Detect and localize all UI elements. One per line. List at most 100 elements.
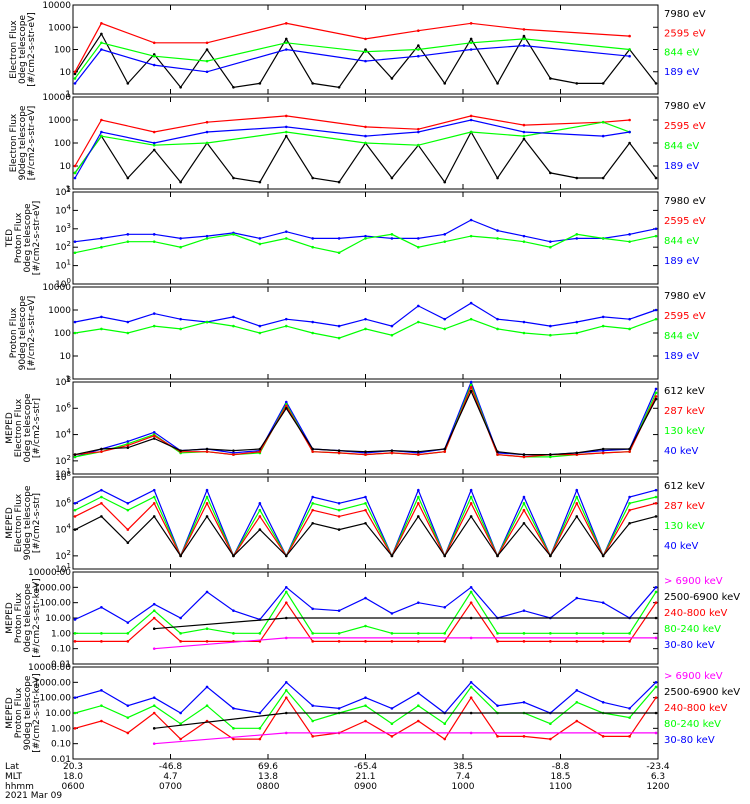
data-point bbox=[100, 495, 103, 499]
legend-entry: 189 eV bbox=[664, 67, 699, 78]
data-point bbox=[654, 711, 658, 715]
y-tick-label: 10 bbox=[60, 352, 72, 362]
data-point bbox=[417, 320, 420, 324]
data-point bbox=[258, 82, 262, 85]
data-point bbox=[73, 508, 77, 512]
data-point bbox=[311, 522, 314, 525]
data-point bbox=[284, 731, 288, 735]
x-tick-label-hhmm: 1000 bbox=[452, 782, 475, 792]
data-point bbox=[126, 440, 130, 443]
legend-entry: 189 eV bbox=[664, 351, 699, 362]
data-point bbox=[100, 447, 103, 451]
data-point bbox=[575, 596, 579, 600]
x-tick-label-hhmm: 0700 bbox=[159, 782, 182, 792]
y-tick-label: 10000 bbox=[42, 93, 71, 103]
data-point bbox=[575, 237, 579, 240]
data-point bbox=[654, 227, 658, 231]
data-point bbox=[522, 455, 526, 459]
legend-entry: 189 eV bbox=[664, 161, 699, 172]
data-point bbox=[152, 233, 156, 236]
data-point bbox=[575, 689, 579, 692]
y-axis-label: Proton Flux bbox=[9, 307, 19, 358]
data-point bbox=[337, 336, 341, 340]
data-point bbox=[575, 451, 579, 455]
data-point bbox=[469, 37, 473, 41]
data-point bbox=[522, 37, 526, 41]
data-point bbox=[152, 711, 156, 715]
data-point bbox=[654, 696, 658, 699]
y-tick-label: 102 bbox=[55, 454, 71, 467]
data-point bbox=[152, 627, 156, 631]
data-point bbox=[364, 37, 367, 41]
legend-entry: 240-800 keV bbox=[664, 608, 728, 619]
data-point bbox=[73, 176, 77, 180]
data-point bbox=[390, 632, 394, 635]
legend-entry: 2500-6900 keV bbox=[664, 592, 740, 603]
data-point bbox=[469, 488, 473, 492]
y-axis-label: MEPED bbox=[5, 412, 15, 444]
series-line-black bbox=[154, 712, 656, 729]
data-point bbox=[100, 450, 103, 453]
data-point bbox=[601, 120, 605, 124]
data-point bbox=[628, 317, 631, 321]
data-point bbox=[390, 640, 394, 643]
data-point bbox=[152, 41, 156, 45]
data-point bbox=[469, 383, 473, 387]
legend-entry: 287 keV bbox=[664, 406, 705, 417]
data-point bbox=[258, 528, 262, 531]
data-point bbox=[417, 245, 420, 249]
legend-entry: 130 keV bbox=[664, 521, 705, 532]
data-point bbox=[152, 312, 156, 315]
data-point bbox=[628, 118, 631, 122]
data-point bbox=[152, 148, 156, 152]
legend-entry: 844 eV bbox=[664, 236, 699, 247]
legend-entry: 612 keV bbox=[664, 481, 705, 492]
data-point bbox=[179, 737, 182, 741]
data-point bbox=[628, 522, 631, 525]
data-point bbox=[311, 704, 314, 707]
data-point bbox=[73, 72, 77, 76]
data-point bbox=[364, 624, 367, 628]
legend-entry: 7980 eV bbox=[664, 291, 706, 302]
x-tick-label-mlt: 13.8 bbox=[258, 772, 278, 782]
x-tick-label-lat: -65.4 bbox=[354, 762, 378, 772]
data-point bbox=[417, 640, 420, 643]
legend-entry: 844 eV bbox=[664, 331, 699, 342]
y-tick-label: 10 bbox=[60, 162, 72, 172]
y-tick-label: 10000 bbox=[42, 283, 71, 293]
legend-entry: 30-80 keV bbox=[664, 640, 715, 651]
data-point bbox=[152, 704, 156, 707]
y-axis-label: Electron Flux bbox=[9, 20, 19, 79]
data-point bbox=[205, 488, 209, 492]
data-point bbox=[654, 317, 658, 321]
data-point bbox=[417, 127, 420, 131]
data-point bbox=[73, 320, 77, 324]
data-point bbox=[654, 391, 658, 395]
data-point bbox=[522, 134, 526, 138]
data-point bbox=[152, 488, 156, 492]
data-point bbox=[522, 522, 526, 525]
data-point bbox=[100, 41, 103, 45]
y-axis-label: [#/cm2-s-str] bbox=[32, 493, 42, 553]
legend-entry: 80-240 keV bbox=[664, 624, 721, 635]
data-point bbox=[73, 331, 77, 335]
data-point bbox=[522, 632, 526, 635]
data-point bbox=[654, 681, 658, 684]
data-point bbox=[417, 450, 420, 453]
x-tick-label-lat: -23.4 bbox=[646, 762, 670, 772]
x-tick-label-mlt: 21.1 bbox=[355, 772, 375, 782]
data-point bbox=[364, 50, 367, 53]
data-point bbox=[654, 495, 658, 499]
y-axis-label: 0deg telescope bbox=[23, 203, 33, 273]
data-point bbox=[443, 450, 447, 453]
data-point bbox=[390, 333, 394, 337]
y-axis-label: MEPED bbox=[5, 602, 15, 634]
data-point bbox=[364, 596, 367, 600]
data-point bbox=[654, 636, 658, 640]
data-point bbox=[522, 609, 526, 612]
series-line-magenta bbox=[154, 732, 656, 745]
data-point bbox=[522, 501, 526, 505]
series-line-blue bbox=[74, 44, 630, 84]
y-axis-label: 90deg telescope bbox=[18, 295, 28, 370]
data-point bbox=[443, 632, 447, 635]
